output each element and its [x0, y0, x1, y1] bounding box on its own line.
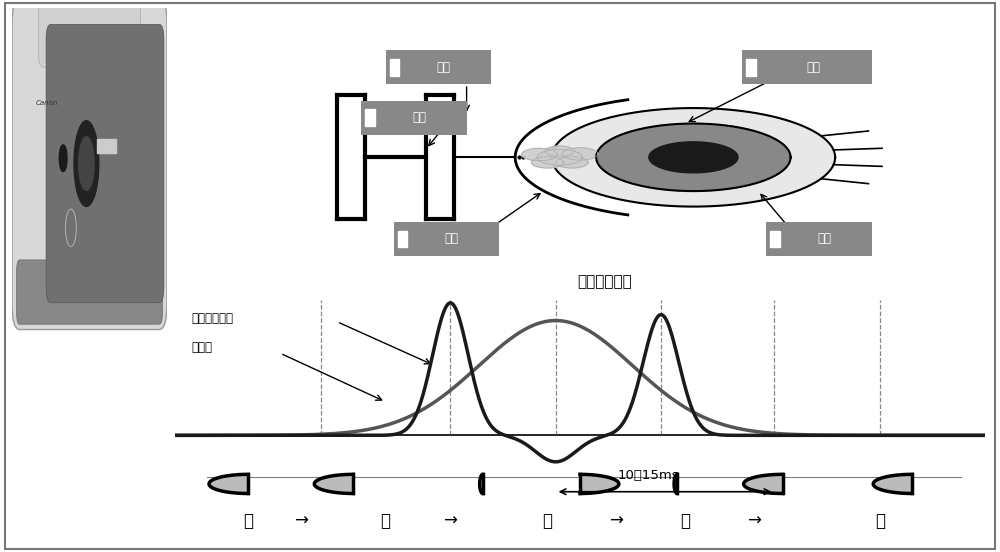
Text: 角膜: 角膜	[445, 232, 459, 246]
Bar	[766, 222, 872, 256]
Text: 凸: 凸	[875, 512, 885, 530]
Text: 角膜压平信号: 角膜压平信号	[577, 275, 632, 290]
Text: →: →	[610, 512, 623, 530]
Bar	[394, 222, 499, 256]
Text: 平: 平	[381, 512, 391, 530]
Polygon shape	[649, 142, 738, 173]
Text: 气流: 气流	[437, 61, 451, 74]
Text: 角膜压平信号: 角膜压平信号	[191, 312, 233, 325]
Text: 前房: 前房	[806, 61, 820, 74]
Circle shape	[74, 121, 99, 206]
Polygon shape	[674, 474, 677, 493]
Text: 喷嘴: 喷嘴	[412, 112, 426, 124]
Polygon shape	[522, 148, 557, 161]
Polygon shape	[537, 150, 582, 165]
Bar	[97, 140, 116, 153]
Text: →: →	[747, 512, 761, 530]
Bar	[390, 59, 399, 76]
Text: Canon: Canon	[35, 100, 58, 105]
Polygon shape	[531, 157, 564, 168]
Text: 10～15ms: 10～15ms	[618, 469, 680, 482]
Bar	[365, 109, 375, 126]
Bar	[770, 231, 780, 247]
Text: 气压值: 气压值	[191, 341, 212, 354]
Polygon shape	[556, 157, 588, 168]
Text: →: →	[443, 512, 457, 530]
Bar	[746, 59, 756, 76]
Polygon shape	[562, 148, 598, 160]
Polygon shape	[209, 474, 248, 493]
Polygon shape	[545, 146, 574, 156]
Polygon shape	[744, 474, 783, 493]
Bar	[742, 50, 872, 84]
Polygon shape	[873, 474, 912, 493]
Bar	[386, 50, 491, 84]
Text: 凹: 凹	[543, 512, 553, 530]
Polygon shape	[580, 474, 619, 493]
Bar	[361, 101, 467, 135]
Bar	[398, 231, 407, 247]
Text: →: →	[294, 512, 307, 530]
Polygon shape	[552, 108, 835, 206]
FancyBboxPatch shape	[38, 0, 141, 67]
FancyBboxPatch shape	[12, 0, 167, 330]
FancyBboxPatch shape	[46, 24, 164, 302]
Circle shape	[79, 137, 94, 190]
Text: 凸: 凸	[243, 512, 253, 530]
Polygon shape	[314, 474, 353, 493]
Polygon shape	[480, 474, 483, 493]
Text: 眼球: 眼球	[817, 232, 831, 246]
Text: 平: 平	[680, 512, 690, 530]
Circle shape	[59, 145, 67, 172]
Polygon shape	[596, 124, 791, 191]
FancyBboxPatch shape	[17, 260, 162, 324]
